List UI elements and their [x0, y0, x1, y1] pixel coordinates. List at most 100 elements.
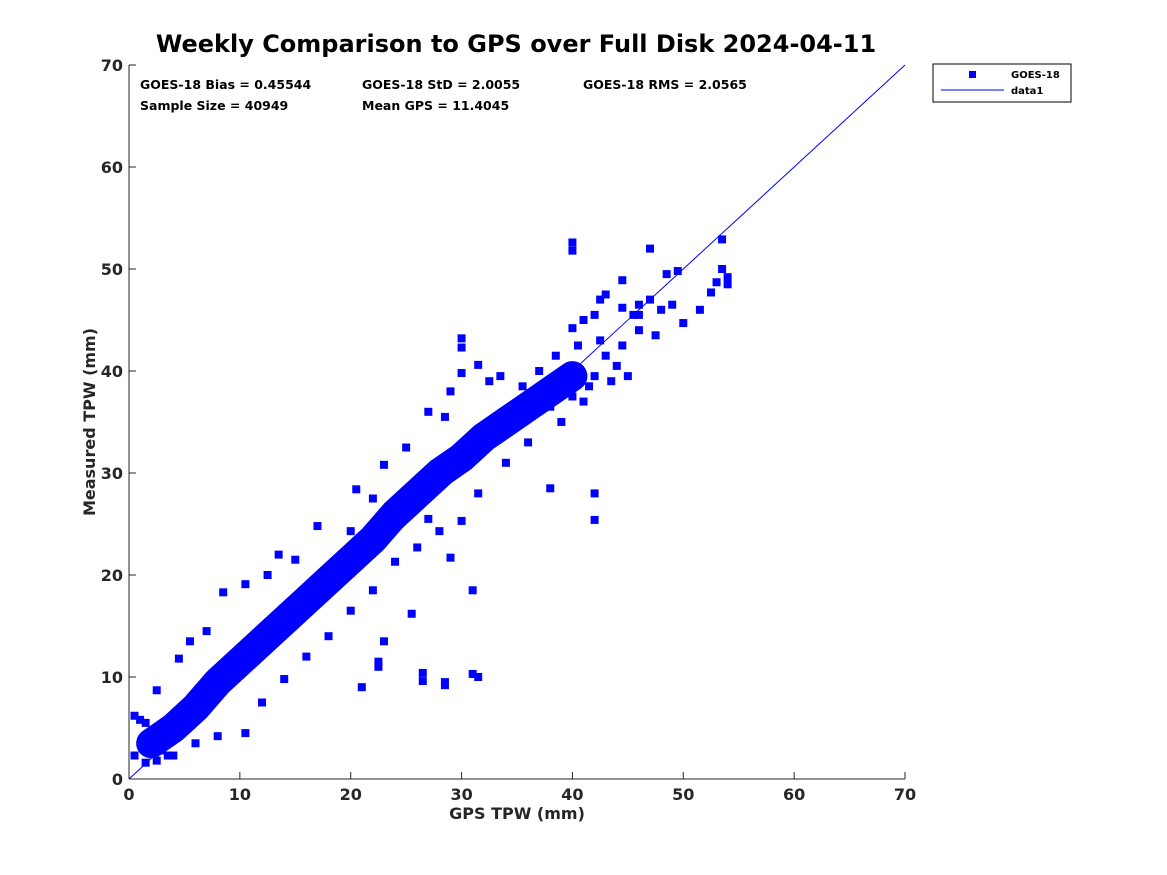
scatter-point	[568, 246, 577, 255]
scatter-point	[524, 438, 533, 447]
scatter-point	[141, 758, 150, 767]
bias-stat: GOES-18 Bias = 0.45544	[140, 77, 311, 92]
scatter-point	[174, 654, 183, 663]
scatter-point	[130, 711, 139, 720]
y-axis-label: Measured TPW (mm)	[80, 328, 99, 516]
scatter-point	[585, 382, 594, 391]
scatter-point	[474, 489, 483, 498]
scatter-point	[634, 326, 643, 335]
scatter-point	[535, 367, 544, 375]
scatter-point	[612, 361, 621, 370]
scatter-point	[219, 588, 228, 597]
scatter-point	[263, 571, 272, 579]
legend-marker-goes18	[969, 71, 976, 78]
scatter-point	[524, 412, 533, 421]
scatter-point	[424, 514, 433, 523]
scatter-point	[163, 751, 172, 760]
scatter-point	[407, 609, 416, 618]
scatter-point	[440, 412, 449, 421]
scatter-point	[368, 494, 377, 503]
std-stat: GOES-18 StD = 2.0055	[362, 77, 520, 92]
x-tick-label: 20	[340, 785, 362, 804]
scatter-point	[657, 305, 666, 314]
scatter-point	[424, 407, 433, 416]
y-tick-label: 0	[112, 770, 123, 789]
scatter-point	[324, 632, 333, 641]
scatter-point	[374, 657, 383, 666]
scatter-point	[418, 668, 427, 677]
scatter-point	[440, 681, 449, 690]
scatter-point	[446, 553, 455, 562]
scatter-point	[679, 319, 688, 328]
identity-line	[128, 64, 906, 780]
stats-block: GOES-18 Bias = 0.45544 GOES-18 StD = 2.0…	[140, 77, 747, 113]
scatter-point	[718, 265, 727, 273]
scatter-point	[579, 316, 588, 324]
scatter-point	[607, 377, 616, 386]
scatter-point	[634, 310, 643, 319]
scatter-point	[662, 270, 671, 279]
x-tick-label: 60	[783, 785, 805, 804]
scatter-point	[374, 662, 383, 671]
scatter-point	[673, 267, 682, 276]
point-cloud	[136, 361, 588, 759]
scatter-point	[601, 351, 610, 360]
scatter-point	[551, 351, 560, 360]
scatter-point	[141, 718, 150, 727]
scatter-point	[241, 580, 250, 589]
scatter-point	[213, 732, 222, 741]
scatter-point	[723, 280, 732, 289]
y-tick-label: 40	[101, 362, 123, 381]
scatter-point	[379, 460, 388, 469]
scatter-point	[446, 387, 455, 396]
scatter-point	[501, 458, 510, 467]
scatter-point	[346, 527, 355, 536]
scatter-point	[557, 418, 566, 426]
scatter-point	[468, 669, 477, 678]
scatter-point	[590, 489, 599, 498]
scatter-point	[579, 397, 588, 406]
scatter-point	[618, 303, 627, 312]
scatter-point	[457, 516, 466, 525]
scatter-point	[546, 402, 555, 411]
y-tick-label: 70	[101, 56, 123, 75]
scatter-point	[457, 369, 466, 378]
y-tick-label: 60	[101, 158, 123, 177]
chart-title: Weekly Comparison to GPS over Full Disk …	[156, 30, 876, 58]
sample-size-stat: Sample Size = 40949	[140, 98, 288, 113]
scatter-point	[313, 522, 322, 531]
rms-stat: GOES-18 RMS = 2.0565	[583, 77, 747, 92]
scatter-point	[651, 331, 660, 340]
y-tick-label: 20	[101, 566, 123, 585]
scatter-point	[668, 300, 677, 309]
scatter-point	[191, 739, 200, 748]
scatter-point	[712, 278, 721, 287]
scatter-point	[418, 677, 427, 686]
scatter-point	[457, 343, 466, 352]
scatter-point	[590, 310, 599, 319]
scatter-point	[185, 637, 194, 646]
x-axis-label: GPS TPW (mm)	[449, 804, 585, 823]
scatter-point	[457, 334, 466, 343]
scatter-point	[158, 746, 167, 755]
scatter-point	[280, 675, 289, 684]
scatter-point	[435, 527, 444, 536]
scatter-point	[302, 652, 311, 661]
x-tick-label: 30	[450, 785, 472, 804]
scatter-point	[291, 555, 300, 564]
scatter-point	[573, 341, 582, 350]
scatter-point	[596, 336, 605, 345]
scatter-point	[379, 637, 388, 646]
scatter-point	[618, 341, 627, 350]
scatter-point	[723, 273, 732, 282]
scatter-point	[646, 244, 655, 253]
scatter-point	[590, 515, 599, 524]
scatter-point	[568, 392, 577, 401]
point-cloud-band	[136, 361, 588, 759]
x-tick-label: 10	[229, 785, 251, 804]
scatter-point	[357, 683, 366, 692]
scatter-point	[485, 377, 494, 386]
scatter-points	[130, 235, 732, 767]
scatter-point	[152, 756, 161, 765]
